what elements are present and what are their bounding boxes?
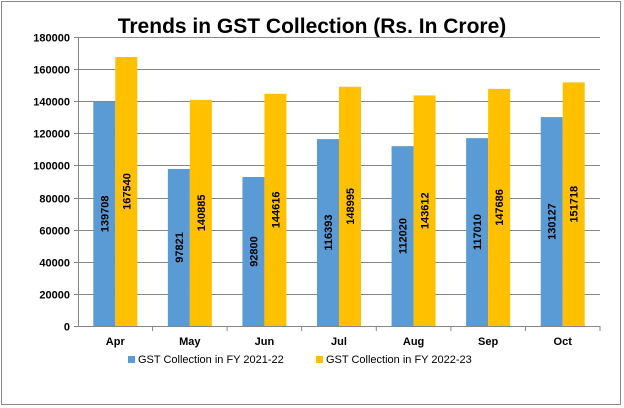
bar-fy2021-22-sep bbox=[466, 138, 489, 326]
data-label: 139708 bbox=[99, 195, 111, 232]
bar-fy2022-23-apr bbox=[115, 57, 138, 327]
data-label: 130127 bbox=[547, 203, 559, 240]
x-tick-label: Sep bbox=[478, 336, 498, 348]
bar-fy2022-23-jul bbox=[339, 86, 361, 327]
bar-fy2022-23-jun bbox=[264, 93, 287, 326]
y-tick-label: 100000 bbox=[33, 161, 70, 173]
bar-fy2021-22-oct bbox=[540, 117, 563, 326]
data-label: 116393 bbox=[323, 215, 335, 251]
data-label: 117010 bbox=[472, 214, 484, 250]
data-label: 140885 bbox=[196, 195, 208, 232]
bar-fy2021-22-apr bbox=[93, 101, 116, 327]
y-tick-label: 40000 bbox=[39, 258, 70, 270]
bar-fy2022-23-oct bbox=[562, 82, 585, 326]
x-tick-label: Aug bbox=[403, 336, 424, 348]
legend-label: GST Collection in FY 2022-23 bbox=[326, 354, 472, 366]
bar-fy2022-23-aug bbox=[413, 95, 436, 326]
legend-label: GST Collection in FY 2021-22 bbox=[138, 354, 284, 366]
legend-swatch bbox=[316, 356, 323, 363]
bar-fy2021-22-aug bbox=[391, 146, 414, 326]
y-tick-label: 180000 bbox=[33, 33, 70, 45]
legend-swatch bbox=[128, 356, 135, 363]
bar-fy2021-22-jul bbox=[317, 139, 339, 326]
x-tick-label: Jul bbox=[331, 336, 347, 348]
bar-fy2021-22-may bbox=[167, 168, 190, 326]
y-tick-label: 80000 bbox=[39, 194, 70, 206]
bar-fy2022-23-sep bbox=[488, 88, 511, 326]
data-label: 147686 bbox=[494, 189, 506, 226]
x-tick-label: Jun bbox=[255, 336, 275, 348]
data-label: 151718 bbox=[569, 186, 581, 223]
x-tick-label: May bbox=[179, 336, 201, 348]
y-tick-label: 60000 bbox=[39, 226, 70, 238]
chart-title: Trends in GST Collection (Rs. In Crore) bbox=[118, 15, 507, 38]
data-label: 167540 bbox=[121, 173, 133, 210]
x-tick-label: Apr bbox=[106, 336, 126, 348]
data-label: 112020 bbox=[398, 218, 410, 254]
data-label: 143612 bbox=[420, 192, 432, 229]
bar-fy2022-23-may bbox=[189, 99, 212, 327]
data-label: 144616 bbox=[270, 192, 282, 229]
data-label: 97821 bbox=[174, 232, 186, 263]
y-tick-label: 160000 bbox=[33, 65, 70, 77]
y-tick-label: 0 bbox=[64, 322, 70, 334]
data-label: 92800 bbox=[248, 236, 260, 267]
data-label: 148995 bbox=[345, 188, 357, 225]
bar-fy2021-22-jun bbox=[242, 177, 265, 326]
y-tick-label: 120000 bbox=[33, 129, 70, 141]
y-tick-label: 20000 bbox=[39, 290, 70, 302]
x-tick-label: Oct bbox=[554, 336, 573, 348]
y-tick-label: 140000 bbox=[33, 97, 70, 109]
